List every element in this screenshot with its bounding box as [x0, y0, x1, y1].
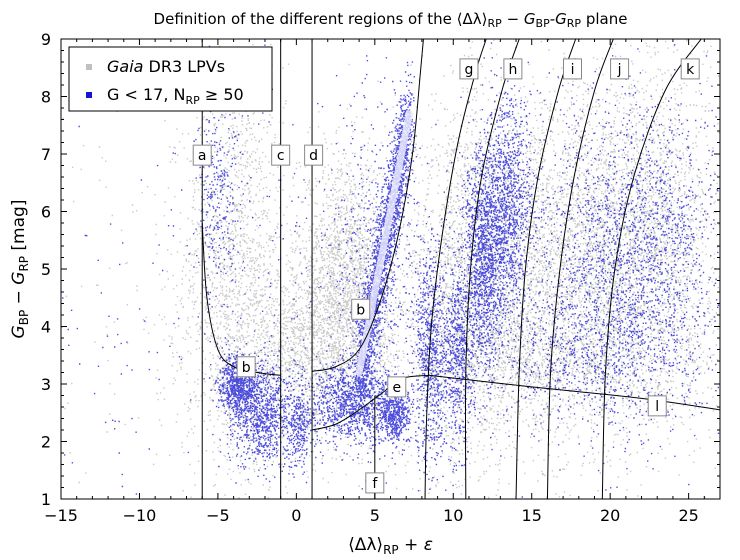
region-label-text: k: [686, 62, 695, 78]
region-label-text: h: [508, 62, 517, 78]
y-tick-label: 3: [41, 375, 51, 394]
region-label-j: j: [610, 58, 630, 80]
region-label-text: d: [309, 148, 318, 164]
boundary-b-upper: [311, 39, 424, 372]
region-label-h: h: [503, 58, 523, 80]
region-label-box: [365, 472, 385, 494]
boundary-g: [424, 39, 487, 499]
x-tick-label: −15: [44, 506, 78, 525]
region-label-box: [387, 376, 407, 398]
region-label-box: [647, 395, 667, 417]
x-tick-label: −5: [206, 506, 230, 525]
boundary-i: [515, 39, 577, 499]
y-tick-label: 1: [41, 490, 51, 509]
x-tick-label: 5: [370, 506, 380, 525]
boundary-l: [429, 374, 720, 411]
scatter-points: [61, 39, 720, 499]
x-tick-label: 0: [291, 506, 301, 525]
x-tick-label: 15: [522, 506, 542, 525]
region-label-e: e: [387, 376, 407, 398]
x-tick-label: 25: [678, 506, 698, 525]
scatter-series-gaia-lpvs: [61, 39, 720, 499]
legend-frame: [68, 46, 273, 112]
region-label-k: k: [680, 58, 700, 80]
region-label-box: [459, 58, 479, 80]
chart-title: Definition of the different regions of t…: [154, 10, 628, 30]
ridge-core: [355, 110, 413, 376]
y-tick-label: 4: [41, 318, 51, 337]
region-label-c: c: [271, 144, 291, 166]
y-axis: 1 2 3 4 5 6 7 8 9: [41, 30, 720, 509]
region-label-i: i: [563, 58, 583, 80]
x-tick-label: 20: [600, 506, 620, 525]
region-label-box: [563, 58, 583, 80]
region-label-box: [351, 298, 371, 320]
region-label-text: e: [392, 380, 401, 396]
region-label-text: j: [617, 62, 622, 78]
region-label-g: g: [459, 58, 479, 80]
region-label-d: d: [304, 144, 324, 166]
y-tick-label: 7: [41, 145, 51, 164]
region-label-text: b: [356, 302, 365, 318]
region-boundaries: [201, 39, 720, 499]
y-tick-label: 8: [41, 88, 51, 107]
boundary-j: [546, 39, 614, 499]
legend-marker-gaia: [86, 64, 92, 70]
legend-label-gaia: Gaia DR3 LPVs: [107, 57, 225, 76]
y-tick-label: 9: [41, 30, 51, 49]
x-tick-label: 10: [443, 506, 463, 525]
legend-label-bright: G < 17, NRP ≥ 50: [107, 85, 244, 107]
region-label-text: g: [465, 62, 474, 78]
boundary-k: [601, 39, 702, 499]
region-label-text: f: [372, 476, 378, 492]
region-label-b: b: [351, 298, 371, 320]
region-label-l: l: [647, 395, 667, 417]
legend-marker-bright: [86, 92, 92, 98]
region-label-text: a: [198, 148, 207, 164]
region-label-b: b: [236, 356, 256, 378]
region-label-text: b: [242, 360, 251, 376]
y-tick-label: 5: [41, 260, 51, 279]
x-axis: −15 −10 −5 0 5 10 15 20 25: [44, 39, 721, 525]
region-label-text: i: [571, 62, 575, 78]
y-tick-label: 2: [41, 433, 51, 452]
scatter-series-bright-subset: [62, 39, 720, 499]
boundary-b-lower: [201, 222, 281, 376]
y-axis-title: GBP − GRP [mag]: [9, 200, 31, 339]
region-label-text: l: [655, 399, 659, 415]
region-label-box: [680, 58, 700, 80]
boundary-h: [464, 39, 520, 499]
x-tick-label: −10: [123, 506, 157, 525]
region-label-f: f: [365, 472, 385, 494]
region-label-box: [192, 144, 212, 166]
scatter-points: [62, 39, 720, 499]
x-axis-title: ⟨Δλ⟩RP + ε: [348, 535, 433, 557]
region-label-text: c: [277, 148, 285, 164]
legend: Gaia DR3 LPVs G < 17, NRP ≥ 50: [68, 46, 273, 112]
region-label-box: [271, 144, 291, 166]
y-tick-label: 6: [41, 203, 51, 222]
region-label-box: [503, 58, 523, 80]
region-label-box: [610, 58, 630, 80]
region-label-a: a: [192, 144, 212, 166]
region-label-box: [304, 144, 324, 166]
region-label-box: [236, 356, 256, 378]
